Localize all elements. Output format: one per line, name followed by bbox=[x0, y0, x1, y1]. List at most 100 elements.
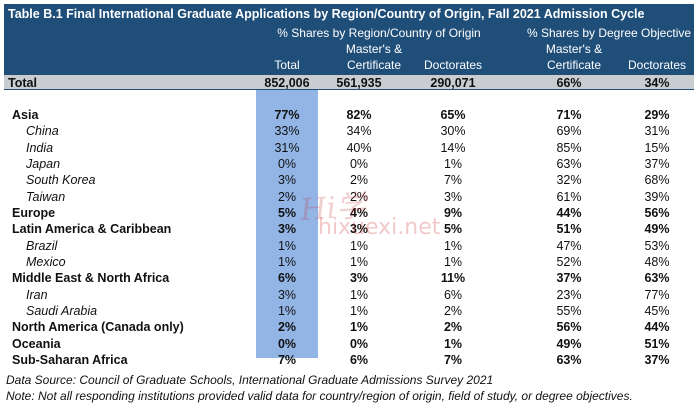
cell-share-masters: 32% bbox=[556, 173, 582, 188]
cell-masters: 2% bbox=[349, 189, 369, 204]
row-label: Europe bbox=[12, 206, 56, 221]
cell-total: 2% bbox=[277, 189, 297, 204]
cell-share-doctorates: 77% bbox=[644, 287, 670, 302]
cell-share-masters: 37% bbox=[556, 271, 582, 286]
cell-total: 33% bbox=[274, 124, 300, 139]
table-row: Saudi Arabia 1% 1% 2% 55% 45% bbox=[4, 303, 694, 319]
cell-doctorates: 2% bbox=[443, 304, 463, 319]
table-row: India 31% 40% 14% 85% 15% bbox=[4, 140, 694, 156]
row-label: South Korea bbox=[26, 173, 96, 188]
total-share-masters: 66% bbox=[556, 76, 582, 90]
table-footer: Data Source: Council of Graduate Schools… bbox=[6, 372, 633, 404]
row-label: Saudi Arabia bbox=[26, 304, 98, 319]
table-row: Europe 5% 4% 9% 44% 56% bbox=[4, 205, 694, 221]
header-masters-line1: Master's & bbox=[345, 42, 403, 56]
watermark-url: hixuexi.net bbox=[318, 215, 441, 240]
row-label: Sub-Saharan Africa bbox=[12, 353, 128, 368]
row-label: Brazil bbox=[26, 238, 58, 253]
cell-share-doctorates: 29% bbox=[644, 108, 670, 122]
cell-share-masters: 44% bbox=[556, 206, 582, 221]
cell-share-doctorates: 51% bbox=[644, 336, 670, 351]
row-label: Latin America & Caribbean bbox=[12, 222, 172, 237]
cell-doctorates: 65% bbox=[440, 108, 466, 122]
table-row: Japan 0% 0% 1% 63% 37% bbox=[4, 156, 694, 172]
cell-share-masters: 56% bbox=[556, 320, 582, 335]
cell-share-masters: 63% bbox=[556, 157, 582, 172]
total-column-highlight bbox=[256, 90, 318, 358]
cell-share-doctorates: 37% bbox=[644, 353, 670, 368]
row-label: Japan bbox=[26, 157, 61, 172]
cell-share-doctorates: 45% bbox=[644, 304, 670, 319]
cell-doctorates: 5% bbox=[443, 222, 463, 237]
cell-doctorates: 7% bbox=[443, 353, 463, 368]
cell-doctorates: 2% bbox=[443, 320, 463, 335]
cell-masters: 3% bbox=[349, 222, 369, 237]
cell-masters: 1% bbox=[349, 255, 369, 270]
cell-share-masters: 51% bbox=[556, 222, 582, 237]
cell-doctorates: 9% bbox=[443, 206, 463, 221]
total-share-doctorates: 34% bbox=[644, 76, 670, 90]
cell-share-doctorates: 53% bbox=[644, 238, 670, 253]
table-row: Iran 3% 1% 6% 23% 77% bbox=[4, 287, 694, 303]
cell-masters: 3% bbox=[349, 271, 369, 286]
table-row: Latin America & Caribbean 3% 3% 5% 51% 49% bbox=[4, 221, 694, 237]
cell-doctorates: 7% bbox=[443, 173, 463, 188]
cell-masters: 1% bbox=[349, 320, 369, 335]
table-body: Asia 77% 82% 65% 71% 29% China 33% 34% 30% 69% 31% I… bbox=[4, 107, 694, 369]
table-row: Asia 77% 82% 65% 71% 29% bbox=[4, 107, 694, 123]
cell-total: 2% bbox=[277, 320, 297, 335]
cell-total: 5% bbox=[277, 206, 297, 221]
cell-doctorates: 14% bbox=[440, 140, 466, 155]
cell-share-masters: 63% bbox=[556, 353, 582, 368]
cell-share-doctorates: 68% bbox=[644, 173, 670, 188]
cell-masters: 0% bbox=[349, 336, 369, 351]
cell-share-masters: 52% bbox=[556, 255, 582, 270]
cell-masters: 2% bbox=[349, 173, 369, 188]
total-value: 852,006 bbox=[264, 76, 310, 90]
header-masters2-line2: Certificate bbox=[546, 58, 602, 72]
cell-total: 31% bbox=[274, 140, 300, 155]
row-label: Middle East & North Africa bbox=[12, 271, 170, 286]
cell-masters: 40% bbox=[346, 140, 372, 155]
cell-share-masters: 23% bbox=[556, 287, 582, 302]
cell-total: 0% bbox=[277, 157, 297, 172]
cell-share-doctorates: 37% bbox=[644, 157, 670, 172]
cell-share-doctorates: 49% bbox=[644, 222, 670, 237]
cell-share-doctorates: 48% bbox=[644, 255, 670, 270]
cell-doctorates: 11% bbox=[440, 271, 466, 286]
cell-total: 1% bbox=[277, 304, 297, 319]
footnote: Note: Not all responding institutions pr… bbox=[6, 389, 633, 403]
cell-share-masters: 69% bbox=[556, 124, 582, 139]
cell-share-doctorates: 56% bbox=[644, 206, 670, 221]
table-row: Taiwan 2% 2% 3% 61% 39% bbox=[4, 189, 694, 205]
total-masters: 561,935 bbox=[336, 76, 382, 90]
cell-masters: 82% bbox=[346, 108, 372, 122]
row-label: Asia bbox=[12, 108, 39, 122]
table-row: Mexico 1% 1% 1% 52% 48% bbox=[4, 254, 694, 270]
row-label: Iran bbox=[26, 287, 48, 302]
header-total: Total bbox=[274, 58, 300, 72]
cell-share-masters: 47% bbox=[556, 238, 582, 253]
cell-total: 6% bbox=[277, 271, 297, 286]
cell-masters: 1% bbox=[349, 304, 369, 319]
cell-share-masters: 61% bbox=[556, 189, 582, 204]
cell-share-masters: 49% bbox=[556, 336, 582, 351]
cell-doctorates: 1% bbox=[443, 255, 463, 270]
header-doctorates: Doctorates bbox=[423, 58, 483, 72]
cell-share-masters: 55% bbox=[556, 304, 582, 319]
cell-masters: 1% bbox=[349, 238, 369, 253]
cell-share-doctorates: 63% bbox=[644, 271, 670, 286]
cell-total: 77% bbox=[274, 108, 300, 122]
table-row: China 33% 34% 30% 69% 31% bbox=[4, 123, 694, 139]
cell-doctorates: 30% bbox=[440, 124, 466, 139]
row-label: China bbox=[26, 124, 59, 139]
header-masters-line2: Certificate bbox=[346, 58, 402, 72]
cell-total: 1% bbox=[277, 255, 297, 270]
header-group-degree: % Shares by Degree Objective bbox=[526, 26, 692, 40]
cell-total: 1% bbox=[277, 238, 297, 253]
cell-doctorates: 6% bbox=[443, 287, 463, 302]
total-doctorates: 290,071 bbox=[430, 76, 476, 90]
table-row: Sub-Saharan Africa 7% 6% 7% 63% 37% bbox=[4, 352, 694, 368]
cell-total: 3% bbox=[277, 222, 297, 237]
header-masters2-line1: Master's & bbox=[545, 42, 603, 56]
